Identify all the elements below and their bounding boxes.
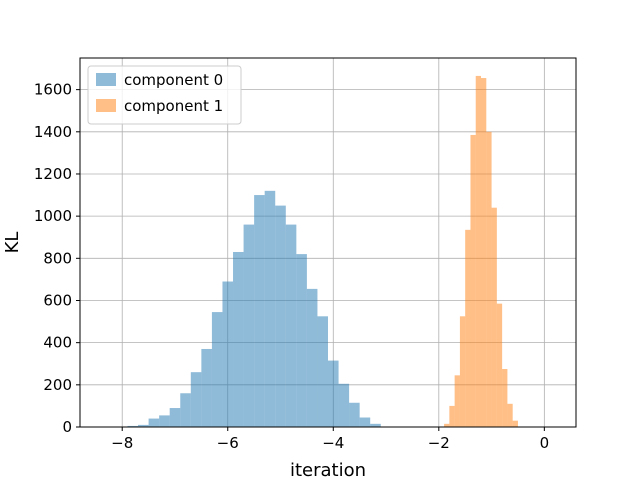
- bar-component-0: [211, 312, 223, 427]
- bar-component-0: [338, 383, 350, 427]
- y-axis-ticks: 0 200 400 600 800 1000 1200 1400 1600: [34, 81, 80, 436]
- bar-component-1: [449, 405, 455, 427]
- plot-frame: [79, 57, 577, 428]
- y-tick-label: 800: [43, 249, 72, 267]
- bar-component-0: [275, 205, 286, 427]
- bar-component-1: [481, 78, 487, 427]
- bar-component-0: [264, 190, 276, 427]
- legend-label-component-0: component 0: [124, 71, 223, 89]
- bar-component-0: [180, 393, 191, 427]
- bar-component-1: [444, 423, 450, 427]
- bar-component-0: [233, 251, 244, 427]
- y-tick-label: 1200: [34, 165, 72, 183]
- bar-component-1: [502, 369, 508, 427]
- bar-component-1: [465, 229, 471, 427]
- bar-component-0: [190, 372, 202, 427]
- bar-component-0: [127, 425, 139, 427]
- bar-component-0: [201, 348, 212, 427]
- bar-component-1: [496, 303, 503, 427]
- bar-component-0: [148, 418, 160, 427]
- x-tick-label: 0: [540, 434, 550, 452]
- x-tick-label: −6: [217, 434, 239, 452]
- x-tick-label: −4: [322, 434, 344, 452]
- y-axis-title: KL: [2, 232, 23, 254]
- bar-component-0: [222, 281, 234, 427]
- histogram-bars: [116, 75, 518, 428]
- bar-component-0: [285, 224, 297, 427]
- bar-component-0: [296, 254, 307, 427]
- y-tick-label: 1600: [34, 81, 72, 99]
- bar-component-1: [491, 207, 497, 427]
- y-tick-label: 1000: [34, 207, 72, 225]
- bar-component-0: [370, 423, 381, 427]
- bar-component-0: [243, 224, 255, 427]
- bar-component-0: [306, 288, 318, 427]
- bar-component-0: [169, 408, 181, 427]
- bar-component-0: [328, 360, 339, 427]
- bar-component-1: [486, 131, 492, 428]
- y-tick-label: 600: [43, 291, 72, 309]
- bar-component-0: [317, 316, 328, 427]
- y-tick-label: 200: [43, 376, 72, 394]
- bar-component-1: [454, 375, 460, 427]
- legend: component 0 component 1: [87, 65, 242, 125]
- y-tick-label: 400: [43, 334, 72, 352]
- bar-component-1: [512, 420, 518, 427]
- x-axis-title: iteration: [290, 460, 366, 480]
- x-tick-label: −8: [111, 434, 133, 452]
- bar-component-1: [470, 134, 476, 427]
- bar-component-0: [359, 417, 371, 427]
- y-tick-label: 0: [62, 418, 72, 436]
- x-tick-label: −2: [428, 434, 450, 452]
- bar-component-0: [138, 424, 149, 427]
- bar-component-1: [459, 316, 466, 427]
- x-axis-ticks: −8 −6 −4 −2 0: [111, 427, 549, 452]
- bar-component-0: [159, 415, 170, 427]
- y-tick-label: 1400: [34, 123, 72, 141]
- legend-label-component-1: component 1: [124, 97, 223, 115]
- bar-component-0: [349, 402, 360, 427]
- bar-component-1: [475, 75, 482, 428]
- legend-box: [87, 65, 242, 125]
- legend-swatch-component-0: [96, 73, 116, 86]
- bar-component-1: [507, 403, 513, 427]
- legend-swatch-component-1: [96, 99, 116, 112]
- bar-component-0: [254, 195, 265, 427]
